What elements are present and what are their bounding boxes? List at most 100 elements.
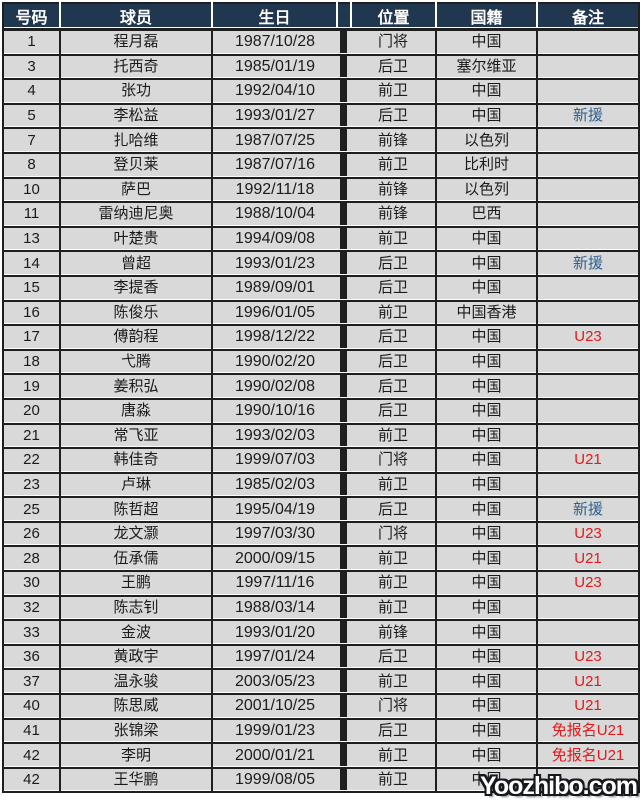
cell-nationality: 中国 [435, 644, 537, 671]
cell-number: 26 [3, 521, 60, 548]
cell-note [536, 300, 639, 327]
cell-nationality: 中国 [435, 767, 537, 794]
column-header-spacer [336, 3, 352, 31]
cell-birthday: 1985/02/03 [211, 472, 337, 499]
spacer-cell [337, 251, 351, 277]
cell-player: 唐淼 [59, 398, 212, 425]
cell-position: 前锋 [351, 177, 436, 204]
spacer-cell [337, 595, 351, 622]
table-row: 17 傅韵程 1998/12/22 后卫 中国 U23 [3, 325, 639, 351]
cell-number: 7 [3, 128, 60, 154]
cell-player: 金波 [59, 620, 212, 646]
cell-birthday: 1990/10/16 [211, 398, 337, 425]
cell-nationality: 中国 [435, 448, 537, 474]
cell-birthday: 1999/07/03 [211, 448, 337, 474]
cell-nationality: 中国 [435, 275, 537, 302]
spacer-cell [337, 472, 351, 499]
cell-number: 3 [3, 54, 60, 81]
table-row: 3 托西奇 1985/01/19 后卫 塞尔维亚 [3, 54, 639, 81]
cell-player: 黄政宇 [59, 644, 212, 671]
spacer-cell [337, 423, 351, 450]
spacer-cell [337, 620, 351, 646]
table-row: 16 陈俊乐 1996/01/05 前卫 中国香港 [3, 300, 639, 327]
cell-position: 前卫 [351, 743, 436, 769]
cell-number: 23 [3, 472, 60, 499]
table-row: 7 扎哈维 1987/07/25 前锋 以色列 [3, 128, 639, 154]
cell-player: 张锦梁 [59, 718, 212, 745]
column-header-3: 生日 [211, 3, 337, 31]
cell-nationality: 中国 [435, 374, 537, 400]
cell-nationality: 中国 [435, 669, 537, 696]
cell-player: 雷纳迪尼奥 [59, 202, 212, 228]
cell-position: 后卫 [351, 275, 436, 302]
spacer-cell [337, 571, 351, 597]
cell-birthday: 1998/12/22 [211, 325, 337, 351]
spacer-cell [337, 694, 351, 720]
cell-birthday: 1993/01/27 [211, 103, 337, 130]
cell-nationality: 中国 [435, 349, 537, 376]
cell-position: 后卫 [351, 103, 436, 130]
cell-number: 14 [3, 251, 60, 277]
spacer-cell [337, 497, 351, 523]
cell-position: 前卫 [351, 767, 436, 794]
cell-number: 22 [3, 448, 60, 474]
table-row: 21 常飞亚 1993/02/03 前卫 中国 [3, 423, 639, 450]
cell-position: 前卫 [351, 79, 436, 105]
cell-nationality: 中国 [435, 251, 537, 277]
cell-nationality: 以色列 [435, 128, 537, 154]
cell-player: 傅韵程 [59, 325, 212, 351]
cell-birthday: 1995/04/19 [211, 497, 337, 523]
table-row: 14 曾超 1993/01/23 后卫 中国 新援 [3, 251, 639, 277]
cell-position: 门将 [351, 29, 436, 56]
spacer-cell [337, 103, 351, 130]
cell-note: U21 [536, 669, 639, 696]
cell-player: 姜积弘 [59, 374, 212, 400]
cell-position: 前卫 [351, 226, 436, 253]
cell-nationality: 中国 [435, 79, 537, 105]
cell-birthday: 1990/02/20 [211, 349, 337, 376]
cell-number: 8 [3, 152, 60, 179]
table-row: 30 王鹏 1997/11/16 前卫 中国 U23 [3, 571, 639, 597]
spacer-cell [337, 177, 351, 204]
cell-player: 王华鹏 [59, 767, 212, 794]
cell-player: 张功 [59, 79, 212, 105]
cell-note: 新援 [536, 103, 639, 130]
column-header-6: 备注 [536, 3, 639, 31]
cell-note: 免报名U21 [536, 718, 639, 745]
cell-note: U21 [536, 448, 639, 474]
cell-nationality: 中国 [435, 325, 537, 351]
cell-nationality: 中国 [435, 398, 537, 425]
cell-nationality: 巴西 [435, 202, 537, 228]
cell-player: 温永骏 [59, 669, 212, 696]
cell-note: 免报名U21 [536, 743, 639, 769]
cell-position: 前卫 [351, 571, 436, 597]
cell-birthday: 1993/02/03 [211, 423, 337, 450]
cell-note [536, 767, 639, 794]
cell-number: 42 [3, 743, 60, 769]
table-row: 42 李明 2000/01/21 前卫 中国 免报名U21 [3, 743, 639, 769]
cell-number: 25 [3, 497, 60, 523]
cell-number: 41 [3, 718, 60, 745]
spacer-cell [337, 669, 351, 696]
spacer-cell [337, 398, 351, 425]
cell-note [536, 398, 639, 425]
table-row: 23 卢琳 1985/02/03 前卫 中国 [3, 472, 639, 499]
cell-note [536, 349, 639, 376]
cell-position: 后卫 [351, 497, 436, 523]
cell-nationality: 中国香港 [435, 300, 537, 327]
cell-nationality: 比利时 [435, 152, 537, 179]
spacer-cell [337, 54, 351, 81]
spacer-cell [337, 767, 351, 794]
cell-position: 后卫 [351, 374, 436, 400]
cell-number: 10 [3, 177, 60, 204]
column-header-1: 号码 [3, 3, 60, 31]
cell-note [536, 620, 639, 646]
cell-player: 扎哈维 [59, 128, 212, 154]
cell-number: 33 [3, 620, 60, 646]
cell-position: 前卫 [351, 595, 436, 622]
spacer-cell [337, 644, 351, 671]
cell-position: 门将 [351, 448, 436, 474]
cell-birthday: 1993/01/23 [211, 251, 337, 277]
cell-position: 后卫 [351, 644, 436, 671]
